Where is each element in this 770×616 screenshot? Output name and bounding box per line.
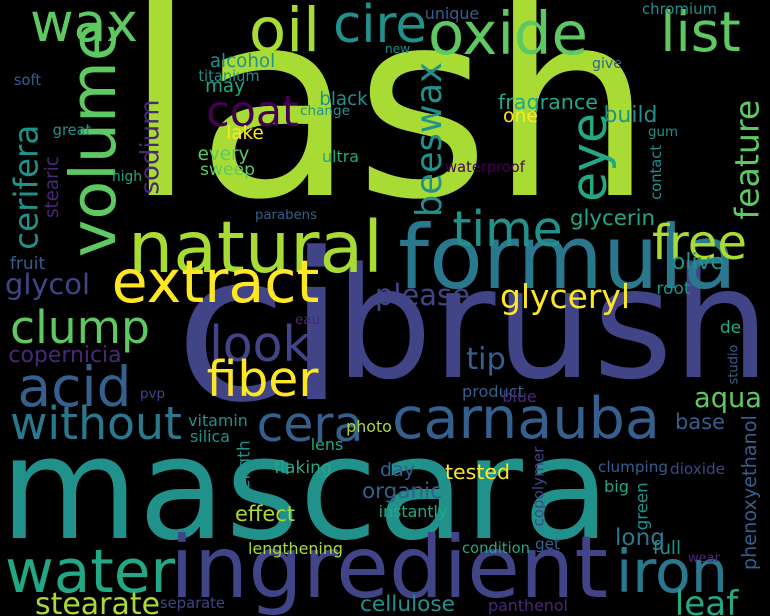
word-fragrance: fragrance xyxy=(498,89,598,114)
word-natural: natural xyxy=(128,206,383,290)
word-iron: iron xyxy=(616,537,728,606)
word-green: green xyxy=(632,482,652,530)
word-lengthening: lengthening xyxy=(248,539,343,559)
word-high: high xyxy=(111,169,142,186)
word-time: time xyxy=(452,200,563,258)
word-oxide: oxide xyxy=(427,0,588,69)
word-fiber: fiber xyxy=(206,350,319,408)
word-clump: clump xyxy=(10,300,150,354)
word-give: give xyxy=(591,55,622,72)
word-change: change xyxy=(300,103,350,120)
word-ingredient: ingredient xyxy=(170,518,608,616)
word-base: base xyxy=(675,409,725,434)
word-glycol: glycol xyxy=(5,267,90,302)
word-glycerin: glycerin xyxy=(570,206,655,232)
word-day: day xyxy=(380,459,415,482)
word-soft: soft xyxy=(13,71,42,89)
word-great: great xyxy=(52,121,92,139)
word-gum: gum xyxy=(648,124,678,140)
word-panthenol: panthenol xyxy=(488,596,568,616)
word-eau: eau xyxy=(295,313,320,329)
word-product: product xyxy=(462,381,524,401)
word-free: free xyxy=(652,214,747,271)
word-pvp: pvp xyxy=(140,386,165,402)
word-wear: wear xyxy=(688,550,720,566)
word-volume: volume xyxy=(55,22,130,258)
word-sweep: sweep xyxy=(199,159,256,180)
word-get: get xyxy=(535,534,560,553)
word-cerifera: cerifera xyxy=(7,124,46,251)
word-unique: unique xyxy=(424,3,480,23)
word-contact: contact xyxy=(648,144,666,201)
word-list: list xyxy=(660,0,741,65)
word-brush: brush xyxy=(334,235,770,414)
word-vitamin: vitamin xyxy=(188,410,248,430)
word-feature: feature xyxy=(727,100,767,220)
word-aqua: aqua xyxy=(694,383,762,415)
word-oil: oil xyxy=(248,0,321,66)
word-look: look xyxy=(209,315,311,373)
word-cire: cire xyxy=(333,0,427,56)
word-dioxide: dioxide xyxy=(670,460,725,479)
word-acid: acid xyxy=(17,355,132,420)
word-formula: formula xyxy=(398,206,737,310)
word-full: full xyxy=(652,538,682,560)
word-instantly: instantly xyxy=(378,501,448,521)
word-wax: wax xyxy=(30,0,138,54)
word-copernicia: copernicia xyxy=(8,343,122,369)
word-studio: studio xyxy=(726,345,742,385)
word-alcohol: alcohol xyxy=(209,51,276,73)
word-water: water xyxy=(5,537,175,607)
word-chromium: chromium xyxy=(642,0,717,18)
word-lens: lens xyxy=(310,434,344,454)
word-coat: coat xyxy=(206,87,299,138)
word-stearate: stearate xyxy=(34,587,161,616)
word-cera: cera xyxy=(256,395,364,453)
word-separate: separate xyxy=(160,595,225,613)
word-tested: tested xyxy=(445,459,510,484)
word-length: length xyxy=(234,440,255,495)
word-mascara: mascara xyxy=(0,406,610,572)
word-condition: condition xyxy=(462,540,530,558)
word-cellulose: cellulose xyxy=(360,592,455,616)
word-carnauba: carnauba xyxy=(392,385,660,452)
word-beeswax: beeswax xyxy=(408,61,450,217)
word-stearic: stearic xyxy=(41,156,63,219)
word-blue: blue xyxy=(502,386,537,406)
word-root: root xyxy=(656,279,691,300)
word-without: without xyxy=(10,397,182,451)
word-big: big xyxy=(604,476,629,496)
word-clumping: clumping xyxy=(598,458,668,477)
word-glyceryl: glyceryl xyxy=(500,276,630,316)
word-photo: photo xyxy=(346,416,392,436)
word-black: black xyxy=(319,89,368,111)
word-parabens: parabens xyxy=(254,208,318,224)
word-every: every xyxy=(197,144,250,166)
word-copolymer: copolymer xyxy=(529,447,548,527)
word-one: one xyxy=(503,105,538,127)
word-flaking: flaking xyxy=(274,458,332,479)
word-titanium: titanium xyxy=(198,67,260,85)
word-tip: tip xyxy=(466,342,506,378)
word-effect: effect xyxy=(235,501,295,526)
word-long: long xyxy=(615,524,665,552)
word-extract: extract xyxy=(111,247,320,316)
word-ci: ci xyxy=(175,209,345,448)
word-organic: organic xyxy=(362,479,442,505)
word-leaf: leaf xyxy=(674,583,739,616)
word-de: de xyxy=(719,318,742,339)
word-please: please xyxy=(375,278,470,312)
word-fruit: fruit xyxy=(9,254,46,275)
word-phenoxyethanol: phenoxyethanol xyxy=(737,415,761,570)
word-lake: lake xyxy=(226,123,264,145)
word-build: build xyxy=(603,103,658,129)
word-ultra: ultra xyxy=(322,146,359,166)
word-may: may xyxy=(205,76,245,98)
word-silica: silica xyxy=(190,426,230,446)
word-lash: lash xyxy=(124,0,654,256)
word-waterproof: waterproof xyxy=(445,158,525,176)
word-olive: olive xyxy=(671,250,725,276)
word-new: new xyxy=(385,41,410,56)
